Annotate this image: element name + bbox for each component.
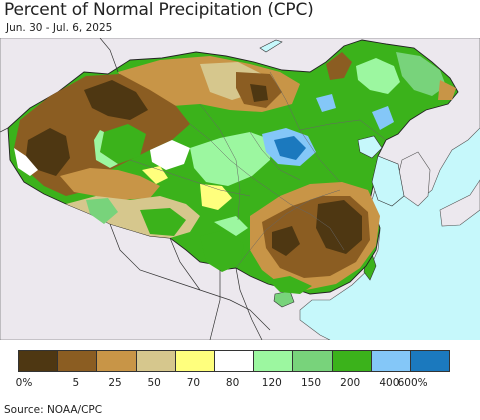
legend-swatch [135, 350, 176, 372]
legend-swatch [18, 350, 59, 372]
southwest-green [200, 230, 244, 272]
legend-swatch [96, 350, 137, 372]
xinjiang-tan [60, 168, 160, 200]
legend-swatch [57, 350, 98, 372]
southeast-darkest-a [316, 200, 362, 254]
northeast-light-green [356, 58, 400, 94]
central-light-green [190, 132, 272, 186]
legend-swatch [370, 350, 411, 372]
central-yellow [200, 184, 232, 210]
north-light-blue [316, 94, 336, 112]
legend-tick-label: 120 [261, 377, 282, 389]
xinjiang-white-b [150, 140, 190, 170]
xinjiang-white-a [14, 148, 38, 176]
southwest-light-green [214, 216, 248, 236]
legend-swatch [292, 350, 333, 372]
legend-tick-label: 400 [379, 377, 400, 389]
header: Percent of Normal Precipitation (CPC) Ju… [0, 0, 480, 40]
southeast-darkest-b [272, 226, 300, 256]
legend-tick-label: 50 [147, 377, 161, 389]
xinjiang-darkest-a [84, 80, 148, 120]
northeast-brown [326, 52, 352, 80]
japan [439, 179, 480, 227]
map-title: Percent of Normal Precipitation (CPC) [4, 0, 314, 20]
country-borders [0, 38, 271, 340]
legend-swatch [331, 350, 372, 372]
northeast-green [396, 52, 446, 96]
mongolia-darkest [250, 84, 268, 102]
legend-swatches [18, 350, 451, 372]
source-credit: Source: NOAA/CPC [4, 404, 103, 416]
lake-baikal [259, 39, 283, 53]
legend-tick-label: 5 [72, 377, 80, 389]
tibet-green [86, 198, 118, 224]
yellow-sea [371, 155, 405, 207]
xinjiang-wet-spot [100, 124, 146, 164]
northeast-tan [438, 80, 456, 100]
legend-tick-label: 150 [300, 377, 322, 389]
northeast-light-blue [372, 106, 394, 130]
legend-tick-label: 25 [108, 377, 122, 389]
legend-tick-label: 600% [397, 377, 428, 389]
central-dark-blue [274, 136, 306, 160]
legend-tick-label: 0% [15, 377, 33, 389]
legend-tick-label: 200 [340, 377, 361, 389]
legend-swatch [409, 350, 451, 372]
map-canvas [0, 38, 480, 340]
legend-tick-label: 70 [186, 377, 201, 389]
precipitation-map [0, 38, 480, 340]
bohai-sea [357, 135, 383, 159]
legend-swatch [253, 350, 294, 372]
tibet-bright-green [140, 208, 186, 236]
province-borders [129, 71, 387, 269]
legend-tick-label: 80 [225, 377, 240, 389]
xinjiang-wet-ring [94, 130, 118, 168]
date-range: Jun. 30 - Jul. 6, 2025 [6, 22, 113, 34]
legend-swatch [213, 350, 255, 372]
xinjiang-darkest-b [26, 128, 70, 176]
south-coast-green [268, 276, 312, 294]
legend: 0% 5 25 50 70 80 120 150 200 400 600% [0, 350, 480, 392]
legend-swatch [174, 350, 215, 372]
